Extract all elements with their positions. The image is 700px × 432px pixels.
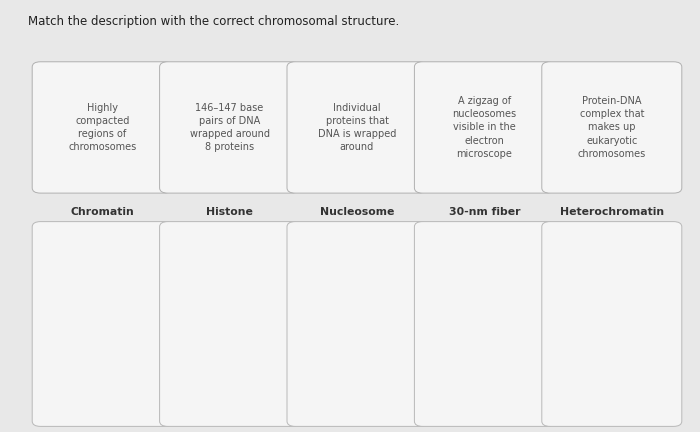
FancyBboxPatch shape	[414, 222, 554, 426]
Text: Chromatin: Chromatin	[70, 206, 134, 217]
FancyBboxPatch shape	[414, 62, 554, 193]
FancyBboxPatch shape	[287, 62, 427, 193]
Text: 30-nm fiber: 30-nm fiber	[449, 206, 520, 217]
FancyBboxPatch shape	[32, 62, 172, 193]
Text: A zigzag of
nucleosomes
visible in the
electron
microscope: A zigzag of nucleosomes visible in the e…	[452, 96, 517, 159]
Text: 146–147 base
pairs of DNA
wrapped around
8 proteins: 146–147 base pairs of DNA wrapped around…	[190, 103, 270, 152]
FancyBboxPatch shape	[160, 222, 300, 426]
Text: Match the description with the correct chromosomal structure.: Match the description with the correct c…	[28, 15, 399, 28]
Text: Highly
compacted
regions of
chromosomes: Highly compacted regions of chromosomes	[68, 103, 136, 152]
FancyBboxPatch shape	[542, 62, 682, 193]
Text: Heterochromatin: Heterochromatin	[560, 206, 664, 217]
FancyBboxPatch shape	[32, 222, 172, 426]
Text: Nucleosome: Nucleosome	[320, 206, 394, 217]
FancyBboxPatch shape	[542, 222, 682, 426]
FancyBboxPatch shape	[287, 222, 427, 426]
FancyBboxPatch shape	[160, 62, 300, 193]
Text: Histone: Histone	[206, 206, 253, 217]
Text: Protein-DNA
complex that
makes up
eukaryotic
chromosomes: Protein-DNA complex that makes up eukary…	[578, 96, 646, 159]
Text: Individual
proteins that
DNA is wrapped
around: Individual proteins that DNA is wrapped …	[318, 103, 396, 152]
